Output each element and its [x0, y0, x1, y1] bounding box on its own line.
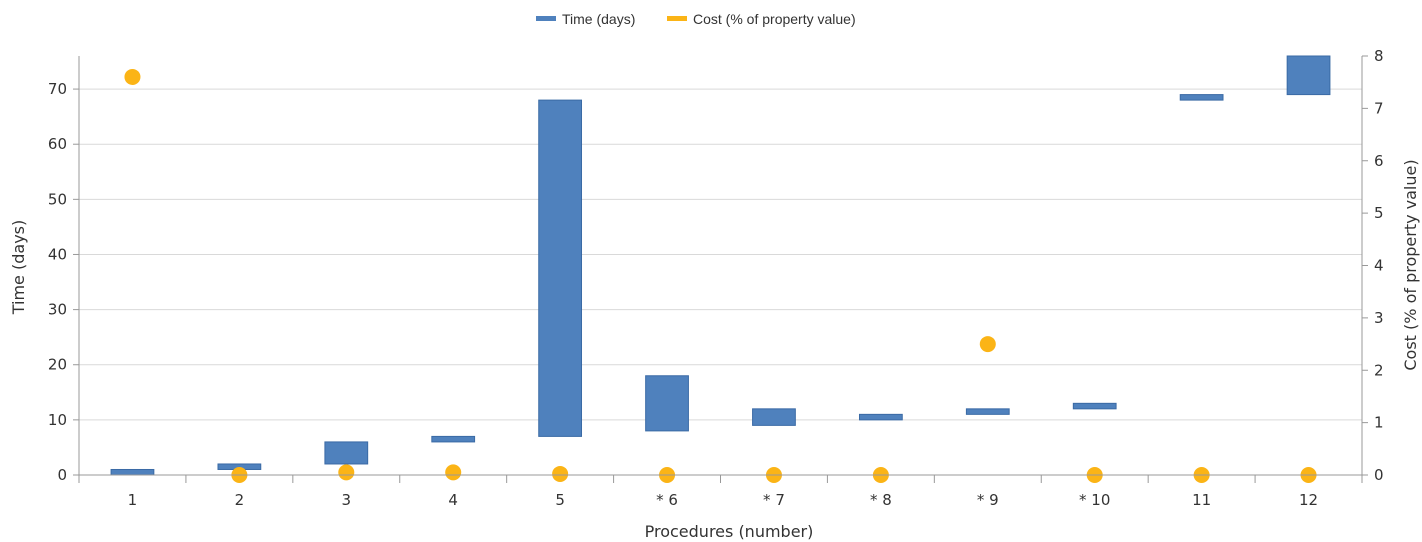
- legend-label-time[interactable]: Time (days): [562, 11, 635, 27]
- cost-point: [338, 464, 355, 481]
- y2-axis-title: Cost (% of property value): [1401, 159, 1420, 370]
- time-bar: [965, 408, 1010, 415]
- y-tick-label: 70: [48, 80, 67, 98]
- y2-tick-label: 0: [1374, 466, 1384, 484]
- x-axis-title: Procedures (number): [645, 522, 814, 541]
- legend[interactable]: Time (days) Cost (% of property value): [536, 11, 856, 27]
- gridlines: [79, 88, 1362, 421]
- x-tick-label: * 6: [656, 491, 678, 509]
- x-tick-label: * 10: [1079, 491, 1110, 509]
- legend-label-cost[interactable]: Cost (% of property value): [693, 11, 856, 27]
- y-tick-labels: 0 10 20 30 40 50 60 70: [48, 80, 67, 484]
- cost-point: [445, 464, 462, 481]
- time-bar: [431, 435, 476, 443]
- x-tick-label: * 7: [763, 491, 785, 509]
- y-tick-label: 60: [48, 135, 67, 153]
- y2-tick-label: 2: [1374, 361, 1384, 379]
- x-tick-label: 5: [555, 491, 565, 509]
- cost-point: [979, 336, 996, 353]
- x-tick-label: 1: [128, 491, 138, 509]
- x-tick-label: * 8: [870, 491, 892, 509]
- y2-tick-label: 7: [1374, 99, 1384, 117]
- y2-tick-label: 5: [1374, 204, 1384, 222]
- y-tick-label: 30: [48, 301, 67, 319]
- x-tick-label: * 9: [977, 491, 999, 509]
- y2-tick-label: 1: [1374, 414, 1384, 432]
- x-tick-labels: 1 2 3 4 5 * 6 * 7 * 8 * 9 * 10 11 12: [128, 491, 1318, 509]
- cost-points: [124, 68, 1317, 483]
- time-bar: [538, 99, 583, 437]
- y-tick-label: 0: [57, 466, 67, 484]
- y-tick-label: 50: [48, 190, 67, 208]
- x-tick-label: 12: [1299, 491, 1318, 509]
- axes: [73, 55, 1368, 483]
- legend-swatch-cost: [667, 16, 687, 21]
- cost-point: [552, 465, 569, 482]
- y2-tick-label: 8: [1374, 47, 1384, 65]
- y-tick-label: 40: [48, 245, 67, 263]
- legend-swatch-time: [536, 16, 556, 21]
- time-bar: [1179, 94, 1224, 101]
- time-bar: [324, 441, 369, 465]
- time-bar: [645, 375, 689, 432]
- y2-tick-label: 3: [1374, 309, 1384, 327]
- y2-tick-label: 4: [1374, 257, 1384, 275]
- y-tick-label: 20: [48, 356, 67, 374]
- y-axis-title: Time (days): [9, 220, 28, 316]
- x-tick-label: 3: [342, 491, 352, 509]
- time-bar: [1072, 402, 1117, 410]
- cost-point: [124, 68, 141, 85]
- y2-tick-labels: 0 1 2 3 4 5 6 7 8: [1374, 47, 1384, 484]
- time-bar: [1286, 55, 1331, 96]
- x-tick-label: 4: [448, 491, 458, 509]
- time-bar: [752, 408, 796, 426]
- x-tick-label: 11: [1192, 491, 1211, 509]
- x-tick-label: 2: [235, 491, 245, 509]
- time-bars: [110, 55, 1331, 476]
- time-bar: [110, 468, 155, 476]
- y-tick-label: 10: [48, 411, 67, 429]
- y2-tick-label: 6: [1374, 152, 1384, 170]
- time-bar: [858, 413, 903, 421]
